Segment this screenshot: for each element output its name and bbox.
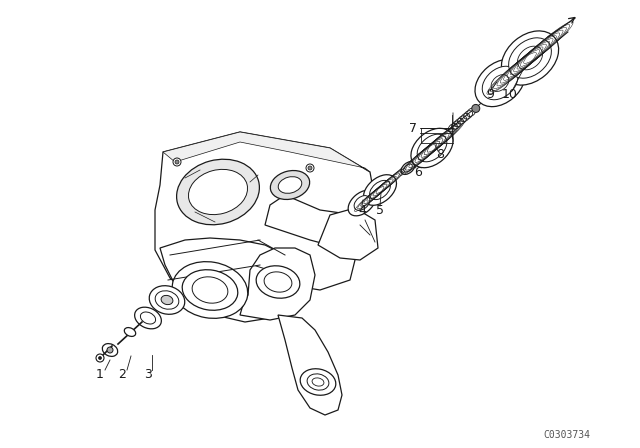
Ellipse shape: [370, 181, 390, 200]
Text: 1: 1: [96, 367, 104, 380]
Ellipse shape: [177, 159, 259, 225]
Text: C0303734: C0303734: [543, 430, 590, 440]
Circle shape: [173, 158, 181, 166]
Ellipse shape: [401, 162, 415, 174]
Ellipse shape: [404, 164, 412, 172]
Circle shape: [99, 357, 102, 359]
Ellipse shape: [278, 177, 302, 194]
Text: 7: 7: [409, 121, 417, 134]
Ellipse shape: [417, 134, 447, 162]
Text: 3: 3: [144, 367, 152, 380]
Ellipse shape: [348, 190, 376, 216]
Ellipse shape: [134, 307, 161, 329]
Ellipse shape: [312, 378, 324, 386]
Text: 4: 4: [358, 203, 366, 216]
Ellipse shape: [182, 270, 238, 310]
Ellipse shape: [411, 128, 453, 168]
Ellipse shape: [300, 369, 336, 395]
Ellipse shape: [354, 196, 370, 211]
Ellipse shape: [140, 312, 156, 324]
Ellipse shape: [518, 46, 543, 70]
Polygon shape: [240, 248, 315, 320]
Ellipse shape: [256, 266, 300, 298]
Ellipse shape: [475, 60, 525, 107]
Ellipse shape: [188, 169, 248, 215]
Circle shape: [472, 104, 480, 112]
Ellipse shape: [172, 262, 248, 319]
Circle shape: [107, 347, 113, 353]
Circle shape: [306, 164, 314, 172]
Text: 9: 9: [486, 89, 494, 102]
Circle shape: [175, 160, 179, 164]
Ellipse shape: [501, 31, 559, 85]
Ellipse shape: [264, 272, 292, 292]
Ellipse shape: [364, 175, 396, 205]
Circle shape: [96, 354, 104, 362]
Ellipse shape: [482, 66, 518, 100]
Text: 2: 2: [118, 367, 126, 380]
Ellipse shape: [161, 295, 173, 305]
Polygon shape: [155, 132, 375, 300]
Ellipse shape: [509, 38, 552, 78]
Ellipse shape: [124, 327, 136, 336]
Polygon shape: [160, 238, 295, 322]
Polygon shape: [278, 315, 342, 415]
Text: 5: 5: [376, 203, 384, 216]
Text: 6: 6: [414, 165, 422, 178]
Ellipse shape: [270, 171, 310, 199]
Ellipse shape: [155, 291, 179, 309]
Text: 10: 10: [502, 89, 518, 102]
Ellipse shape: [149, 286, 185, 314]
Text: 8: 8: [436, 148, 444, 161]
Circle shape: [308, 166, 312, 170]
Polygon shape: [318, 208, 378, 260]
Ellipse shape: [102, 344, 118, 357]
Polygon shape: [163, 132, 370, 172]
Ellipse shape: [192, 277, 228, 303]
Ellipse shape: [491, 75, 509, 91]
Ellipse shape: [307, 374, 329, 390]
